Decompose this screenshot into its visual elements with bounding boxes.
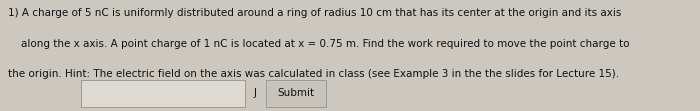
Text: the origin. Hint: The electric field on the axis was calculated in class (see Ex: the origin. Hint: The electric field on … xyxy=(8,69,620,79)
Text: J: J xyxy=(253,88,256,98)
FancyBboxPatch shape xyxy=(80,80,245,107)
Text: 1) A charge of 5 nC is uniformly distributed around a ring of radius 10 cm that : 1) A charge of 5 nC is uniformly distrib… xyxy=(8,8,622,18)
FancyBboxPatch shape xyxy=(266,80,326,107)
Text: along the x axis. A point charge of 1 nC is located at x = 0.75 m. Find the work: along the x axis. A point charge of 1 nC… xyxy=(8,39,630,49)
Text: Submit: Submit xyxy=(277,88,314,98)
